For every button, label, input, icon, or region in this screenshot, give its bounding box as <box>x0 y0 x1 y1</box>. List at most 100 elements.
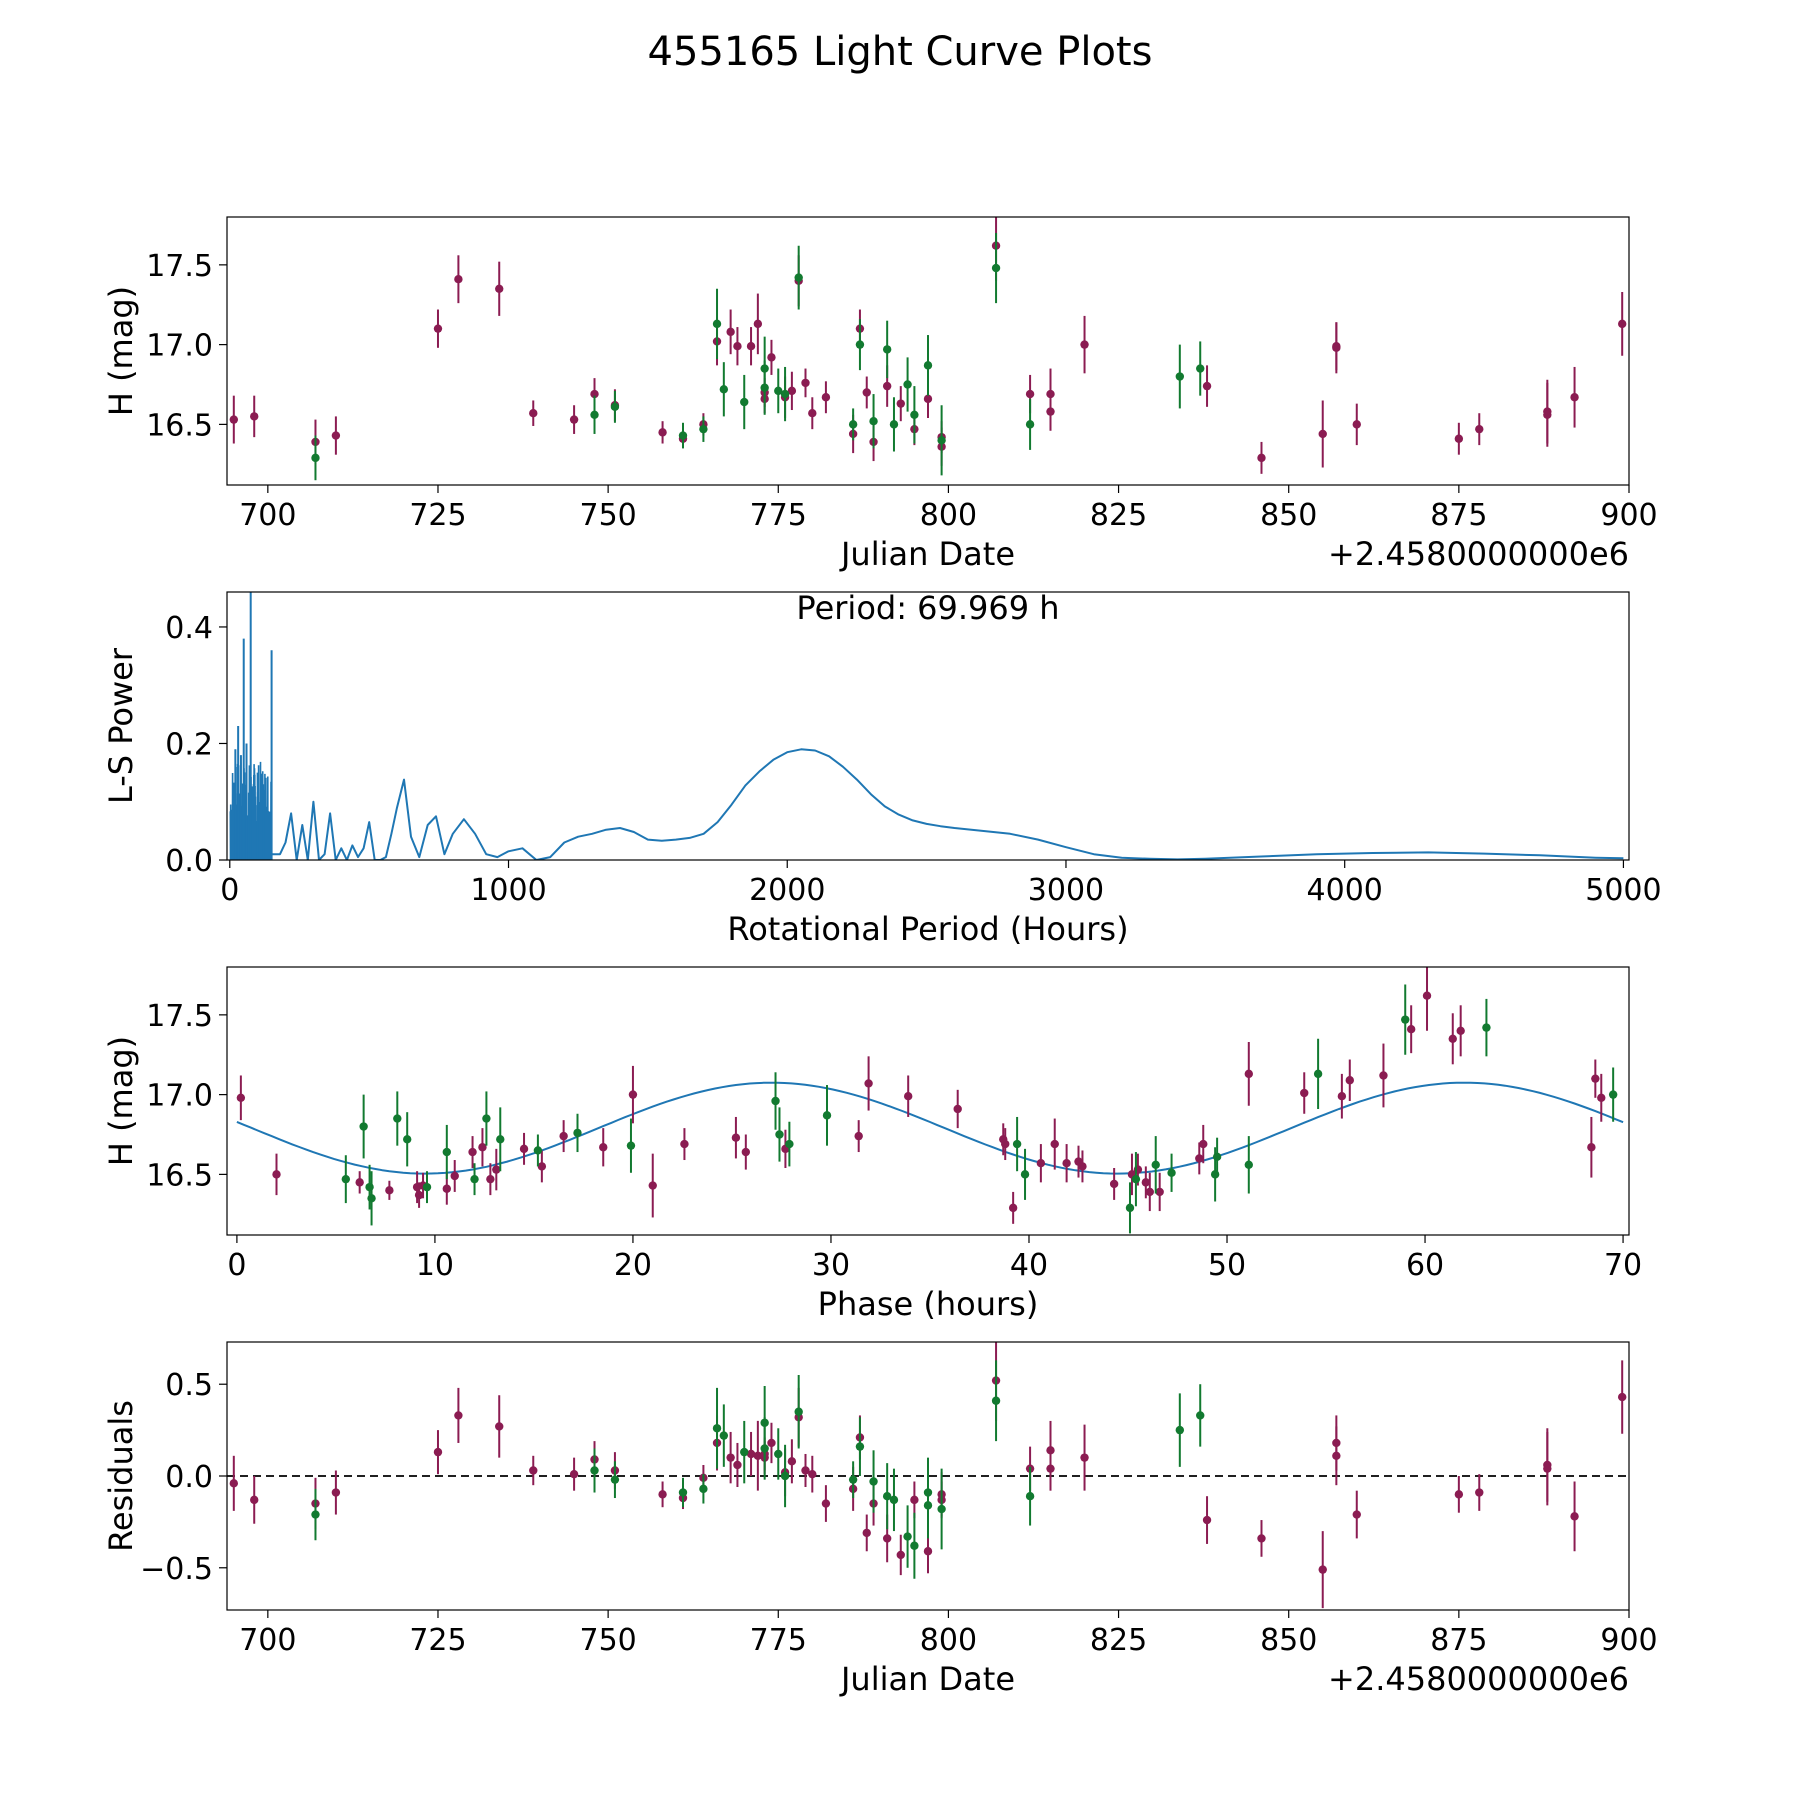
magenta-data-point <box>1155 1187 1164 1197</box>
magenta-data-point <box>1454 434 1464 443</box>
green-data-point <box>903 380 912 389</box>
x-tick-label: 0 <box>220 873 239 908</box>
green-data-point <box>626 1141 636 1150</box>
y-tick-label: 17.5 <box>146 249 213 284</box>
green-data-point <box>610 1475 620 1484</box>
green-data-point <box>496 1135 505 1144</box>
x-tick-label: 1000 <box>470 873 546 908</box>
green-data-point <box>740 1447 749 1457</box>
x-tick-label: 0 <box>227 1248 246 1283</box>
x-axis-label: Phase (hours) <box>818 1285 1039 1323</box>
magenta-data-point <box>1475 424 1484 434</box>
magenta-data-point <box>236 1093 246 1103</box>
green-data-point <box>422 1182 432 1192</box>
x-tick-label: 875 <box>1430 498 1487 533</box>
x-axis-label: Julian Date <box>839 1660 1015 1698</box>
magenta-data-point <box>733 1460 742 1470</box>
y-tick-label: −0.5 <box>140 1552 213 1587</box>
green-data-point <box>937 1504 946 1514</box>
magenta-data-point <box>1475 1488 1484 1497</box>
green-data-point <box>855 340 865 349</box>
magenta-data-point <box>1202 1515 1212 1525</box>
green-data-point <box>1482 1023 1491 1032</box>
phased-frame <box>226 966 1630 1236</box>
green-data-point <box>341 1174 351 1184</box>
green-data-point <box>774 1449 783 1459</box>
magenta-data-point <box>442 1184 452 1193</box>
x-tick-label: 3000 <box>1028 873 1104 908</box>
green-data-point <box>923 361 933 370</box>
green-data-point <box>1313 1069 1323 1079</box>
green-data-point <box>699 424 708 434</box>
periodogram-plot-area <box>229 592 1624 860</box>
magenta-data-point <box>903 1092 913 1101</box>
green-data-point <box>785 1139 794 1149</box>
magenta-data-point <box>896 1550 905 1560</box>
magenta-data-point <box>882 381 892 391</box>
magenta-data-point <box>1008 1203 1018 1213</box>
magenta-data-point <box>1050 1139 1059 1149</box>
magenta-data-point <box>1543 1464 1552 1473</box>
magenta-data-point <box>1318 429 1327 439</box>
x-tick-label: 725 <box>409 1623 466 1658</box>
x-tick-label: 850 <box>1260 1623 1317 1658</box>
residuals-chart: 700 725 750 775 800 825 850 875 900 −0.5 0.0 0.5 Jul… <box>102 1341 1658 1698</box>
magenta-data-point <box>1352 420 1361 429</box>
magenta-data-point <box>492 1165 501 1174</box>
magenta-data-point <box>658 1490 667 1499</box>
magenta-data-point <box>1332 342 1341 351</box>
magenta-data-point <box>864 1079 873 1088</box>
magenta-data-point <box>1300 1088 1309 1098</box>
magenta-data-point <box>1080 1453 1089 1462</box>
green-data-point <box>470 1174 479 1184</box>
x-tick-label: 725 <box>409 498 466 533</box>
magenta-data-point <box>1195 1154 1204 1163</box>
x-tick-label: 70 <box>1604 1248 1642 1283</box>
magenta-data-point <box>648 1181 657 1190</box>
magenta-data-point <box>478 1143 487 1152</box>
y-tick-label: 17.0 <box>146 1079 213 1114</box>
green-data-point <box>882 345 892 354</box>
magenta-data-point <box>1591 1074 1600 1083</box>
magenta-data-point <box>569 1469 579 1479</box>
green-data-point <box>1167 1168 1176 1177</box>
magenta-data-point <box>1080 340 1089 349</box>
magenta-data-point <box>1318 1565 1327 1574</box>
green-data-point <box>937 436 946 445</box>
green-data-point <box>760 1444 769 1453</box>
magenta-data-point <box>753 319 763 329</box>
magenta-data-point <box>433 1447 443 1457</box>
green-data-point <box>1196 1411 1205 1420</box>
x-tick-label: 825 <box>1090 1623 1147 1658</box>
y-tick-label: 0.4 <box>165 611 213 646</box>
x-axis-label: Rotational Period (Hours) <box>727 910 1128 948</box>
green-data-point <box>1012 1139 1022 1149</box>
y-axis-label: H (mag) <box>102 286 140 416</box>
magenta-data-point <box>433 324 443 333</box>
y-tick-label: 16.5 <box>146 408 213 443</box>
green-data-point <box>1608 1090 1618 1099</box>
x-axis-label: Julian Date <box>839 535 1015 573</box>
magenta-data-point <box>882 1534 892 1543</box>
green-data-point <box>869 1477 878 1486</box>
magenta-data-point <box>331 1488 341 1497</box>
x-tick-label: 10 <box>416 1248 454 1283</box>
period-annotation: Period: 69.969 h <box>796 589 1059 627</box>
x-tick-label: 30 <box>812 1248 850 1283</box>
magenta-data-point <box>1448 1034 1457 1043</box>
green-data-point <box>719 385 729 394</box>
green-data-point <box>780 389 790 399</box>
magenta-data-point <box>414 1190 424 1200</box>
green-data-point <box>712 1424 722 1433</box>
magenta-data-point <box>1257 453 1266 463</box>
green-data-point <box>1020 1170 1030 1179</box>
x-tick-label: 850 <box>1260 498 1317 533</box>
green-data-point <box>780 1471 790 1481</box>
x-tick-label: 50 <box>1208 1248 1246 1283</box>
magenta-data-point <box>1379 1071 1388 1080</box>
green-data-point <box>991 263 1001 273</box>
magenta-data-point <box>767 1438 776 1448</box>
green-data-point <box>991 1396 1001 1405</box>
magenta-data-point <box>923 394 933 404</box>
magenta-data-point <box>733 342 742 351</box>
